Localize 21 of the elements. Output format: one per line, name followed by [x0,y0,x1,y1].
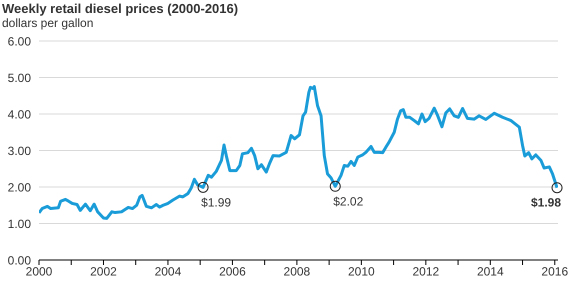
x-tick-label: 2010 [348,264,376,279]
chart-subtitle: dollars per gallon [2,16,94,30]
x-tick-label: 2016 [541,264,568,279]
annotation: $1.98 [531,196,562,210]
annotation: $1.99 [201,195,232,210]
x-tick-label: 2008 [284,264,311,279]
y-tick-label: 2.00 [8,180,32,194]
annotation: $2.02 [333,194,364,208]
y-tick-label: 5.00 [8,70,32,85]
y-tick-label: 6.00 [8,34,32,48]
x-tick-label: 2014 [476,264,504,279]
x-tick-label: 2004 [154,264,182,279]
y-tick-label: 1.00 [8,216,32,231]
x-tick-label: 2006 [219,264,246,279]
x-tick-label: 2002 [90,264,118,279]
y-tick-label: 4.00 [8,107,32,122]
y-tick-label: 3.00 [8,144,32,158]
y-tick-label: 0.00 [8,253,32,268]
chart-title: Weekly retail diesel prices (2000-2016) [2,1,238,16]
x-tick-label: 2000 [26,264,53,279]
x-tick-label: 2012 [412,264,440,279]
